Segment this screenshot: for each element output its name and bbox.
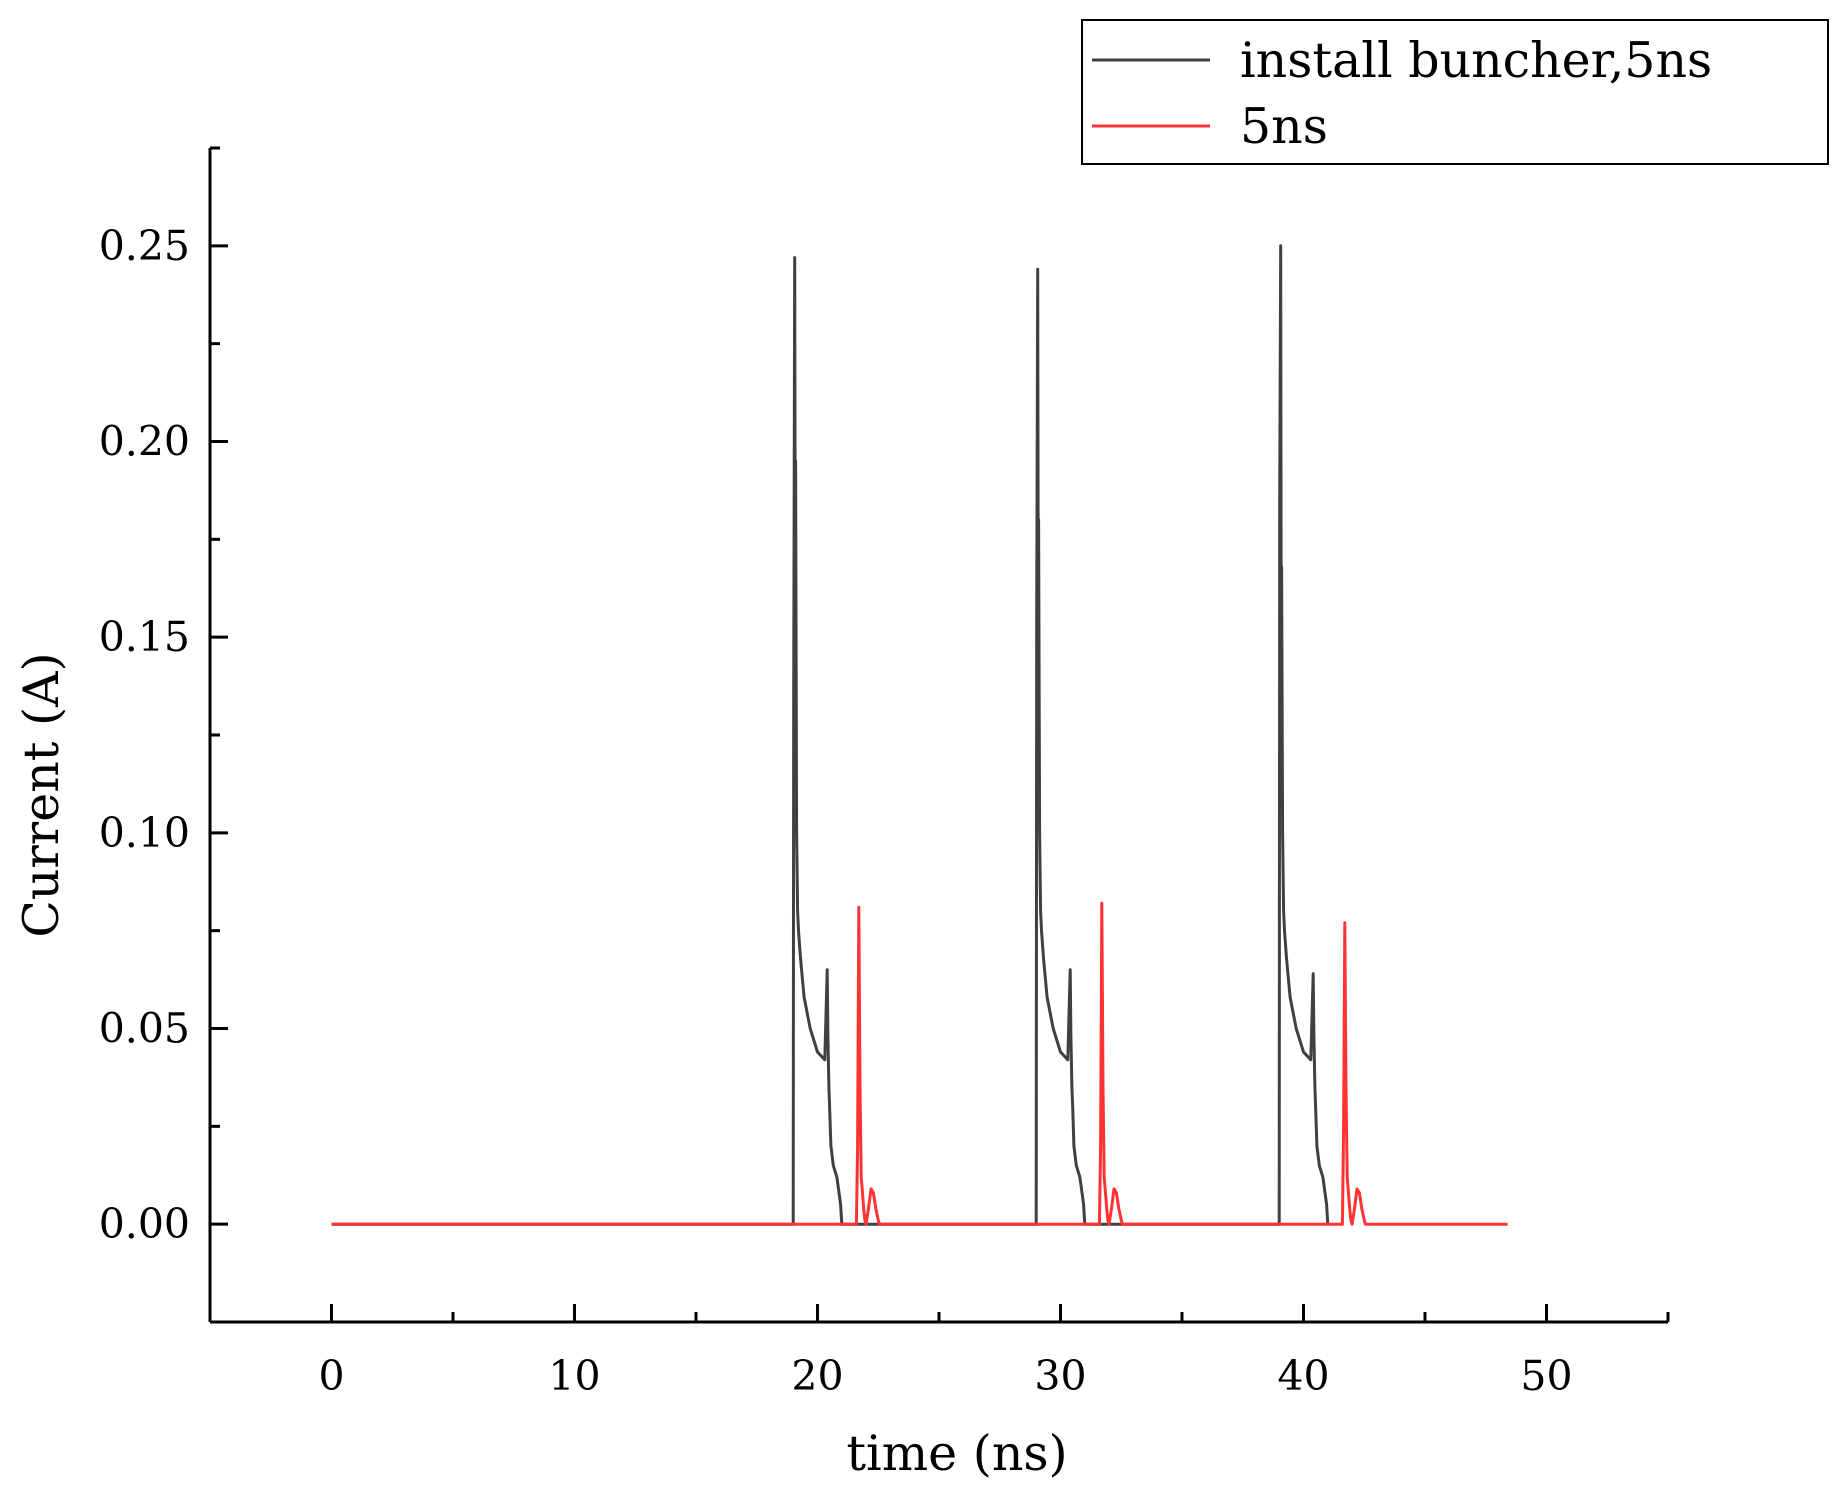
x-tick-label: 30 [1034, 1352, 1086, 1400]
x-axis-title: time (ns) [846, 1425, 1067, 1482]
series-line-install-buncher [331, 244, 1330, 1226]
y-tick-label: 0.05 [99, 1005, 190, 1053]
legend: install buncher,5ns 5ns [1081, 19, 1829, 165]
x-tick-label: 0 [318, 1352, 344, 1400]
y-tick-label: 0.00 [99, 1200, 190, 1248]
y-tick-label: 0.25 [99, 222, 190, 270]
y-tick-label: 0.20 [99, 418, 190, 466]
y-tick-label: 0.10 [99, 809, 190, 857]
legend-box [1081, 19, 1829, 165]
x-tick-label: 50 [1520, 1352, 1572, 1400]
plot-marks [331, 244, 1508, 1226]
y-tick-label: 0.15 [99, 613, 190, 661]
legend-label-5ns: 5ns [1240, 98, 1328, 155]
x-tick-label: 40 [1277, 1352, 1329, 1400]
y-axis-title: Current (A) [13, 652, 70, 937]
series-line-5ns [331, 901, 1508, 1226]
ticks: 0 10 20 30 40 50 0.00 0.05 0.10 0.15 0.20 0.25 [99, 146, 1670, 1400]
axes [208, 148, 1668, 1324]
x-tick-label: 20 [791, 1352, 843, 1400]
legend-label-install-buncher: install buncher,5ns [1240, 32, 1712, 89]
x-tick-label: 10 [548, 1352, 600, 1400]
